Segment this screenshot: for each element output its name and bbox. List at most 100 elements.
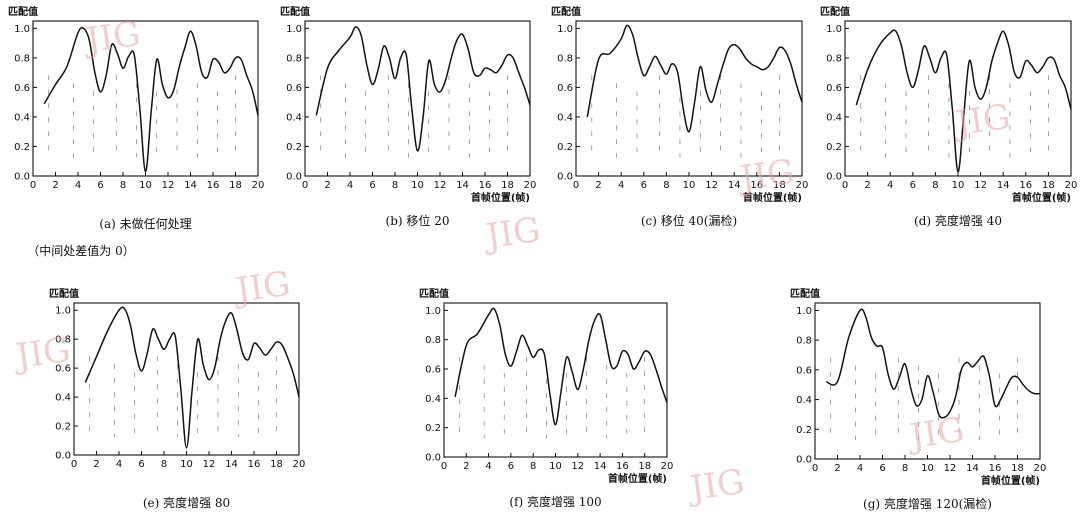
x-tick-label: 0: [842, 180, 848, 191]
plot-frame: [575, 20, 803, 177]
y-tick-label: 0.6: [796, 365, 812, 376]
y-tick-label: 0.0: [286, 172, 302, 183]
x-tick-label: 18: [229, 180, 242, 191]
panel-c: 0.0 0.2 0.4 0.6 0.8 1.0 0 2 4 6 8 10 12 14 16 18 20 匹配值首帧…: [551, 5, 808, 228]
x-tick-label: 8: [902, 463, 908, 474]
y-axis-label: 匹配值: [419, 287, 449, 300]
series-line: [84, 306, 300, 449]
y-tick-label: 0.4: [425, 394, 441, 405]
watermark: JIG: [951, 97, 1013, 145]
y-tick-label: 1.0: [557, 24, 573, 35]
x-tick-label: 2: [864, 180, 870, 191]
x-tick-label: 2: [93, 459, 99, 470]
y-tick-label: 1.0: [286, 24, 302, 35]
panel-caption: (d) 亮度增强 40: [914, 213, 1002, 228]
x-tick-label: 16: [989, 463, 1002, 474]
x-tick-label: 14: [728, 180, 741, 191]
x-tick-label: 18: [773, 180, 786, 191]
series-line: [855, 29, 1072, 173]
x-tick-label: 10: [180, 459, 193, 470]
y-tick-label: 0.6: [286, 83, 302, 94]
y-tick-label: 1.0: [14, 24, 30, 35]
x-tick-label: 18: [1042, 180, 1055, 191]
y-tick-label: 1.0: [796, 306, 812, 317]
x-tick-label: 16: [1019, 180, 1032, 191]
x-tick-label: 4: [75, 180, 81, 191]
x-tick-label: 12: [571, 461, 584, 472]
y-tick-label: 0.4: [557, 112, 573, 123]
panel-caption: (b) 移位 20: [386, 213, 450, 228]
y-tick-label: 0.0: [557, 172, 573, 183]
x-tick-label: 0: [302, 180, 308, 191]
y-tick-label: 0.0: [826, 172, 842, 183]
y-axis-label: 匹配值: [551, 5, 581, 18]
x-tick-label: 18: [638, 461, 651, 472]
y-axis-label: 匹配值: [790, 287, 820, 300]
x-tick-label: 8: [530, 461, 536, 472]
x-tick-label: 8: [120, 180, 126, 191]
panel-g: 0.0 0.2 0.4 0.6 0.8 1.0 0 2 4 6 8 10 12 14 16 18 20 匹配值首帧…: [790, 287, 1046, 511]
y-tick-label: 0.8: [557, 53, 573, 64]
x-tick-label: 4: [485, 461, 491, 472]
x-tick-label: 18: [501, 180, 514, 191]
series-line: [586, 24, 803, 133]
watermark: JIG: [685, 462, 747, 510]
x-tick-label: 12: [974, 180, 987, 191]
y-tick-label: 0.4: [286, 112, 302, 123]
y-axis-label: 匹配值: [49, 287, 79, 300]
x-tick-label: 6: [508, 461, 514, 472]
y-tick-label: 0.2: [425, 423, 441, 434]
y-tick-label: 0.0: [796, 455, 812, 466]
watermark: JIG: [905, 410, 967, 458]
x-tick-label: 8: [663, 180, 669, 191]
x-tick-label: 2: [834, 463, 840, 474]
x-tick-label: 18: [270, 459, 283, 470]
x-axis-label: 首帧位置(帧): [1012, 191, 1071, 204]
x-tick-label: 12: [944, 463, 957, 474]
y-tick-label: 0.2: [14, 142, 30, 153]
x-tick-label: 8: [392, 180, 398, 191]
x-tick-label: 8: [932, 180, 938, 191]
x-axis-label: 首帧位置(帧): [743, 191, 802, 204]
x-tick-label: 6: [138, 459, 144, 470]
x-tick-label: 14: [594, 461, 607, 472]
x-tick-label: 20: [796, 180, 809, 191]
y-tick-label: 0.6: [55, 364, 71, 375]
panel-a: 0.0 0.2 0.4 0.6 0.8 1.0 0 2 4 6 8 10 12 14 16 18 20 匹配值 (a…: [8, 5, 264, 258]
x-tick-label: 4: [618, 180, 624, 191]
panel-caption: (e) 亮度增强 80: [143, 495, 230, 510]
x-tick-label: 10: [952, 180, 965, 191]
x-tick-label: 14: [966, 463, 979, 474]
x-tick-label: 2: [595, 180, 601, 191]
x-tick-label: 20: [1034, 463, 1047, 474]
x-tick-label: 12: [434, 180, 447, 191]
y-tick-label: 0.4: [14, 112, 30, 123]
series-line: [454, 307, 668, 426]
series-line: [826, 308, 1041, 419]
x-axis-label: 首帧位置(帧): [981, 474, 1040, 487]
x-tick-label: 12: [203, 459, 216, 470]
x-tick-label: 6: [97, 180, 103, 191]
x-tick-label: 0: [30, 180, 36, 191]
x-tick-label: 0: [573, 180, 579, 191]
y-tick-label: 0.4: [796, 395, 812, 406]
y-tick-label: 0.0: [425, 453, 441, 464]
y-tick-label: 0.6: [425, 365, 441, 376]
y-tick-label: 0.6: [14, 83, 30, 94]
y-tick-label: 0.8: [286, 53, 302, 64]
y-tick-label: 0.6: [826, 83, 842, 94]
watermark: JIG: [481, 210, 543, 258]
x-axis-label: 首帧位置(帧): [471, 191, 530, 204]
x-tick-label: 12: [162, 180, 175, 191]
x-tick-label: 10: [139, 180, 152, 191]
x-tick-label: 10: [921, 463, 934, 474]
watermark: JIG: [81, 14, 143, 62]
x-axis-label: 首帧位置(帧): [608, 472, 667, 485]
panel-d: 0.0 0.2 0.4 0.6 0.8 1.0 0 2 4 6 8 10 12 14 16 18 20 匹配值首帧…: [820, 5, 1077, 228]
x-tick-label: 14: [997, 180, 1010, 191]
panel-e: 0.0 0.2 0.4 0.6 0.8 1.0 0 2 4 6 8 10 12 14 16 18 20 匹配值 (e…: [49, 287, 305, 510]
y-tick-label: 0.0: [55, 451, 71, 462]
y-axis-label: 匹配值: [8, 5, 38, 18]
x-tick-label: 4: [857, 463, 863, 474]
plot-frame: [73, 302, 300, 456]
